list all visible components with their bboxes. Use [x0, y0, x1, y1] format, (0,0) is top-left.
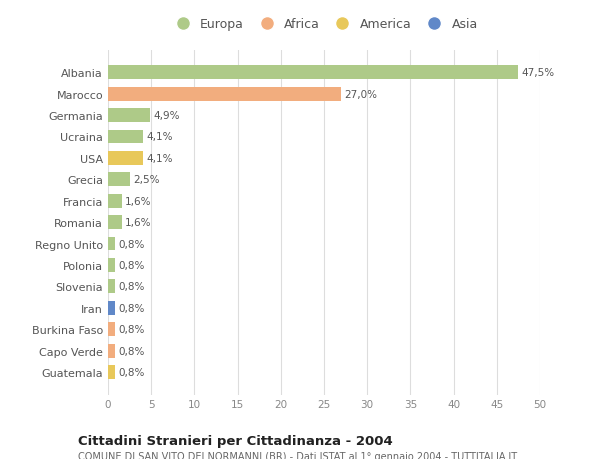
Bar — [108, 130, 143, 144]
Text: 0,8%: 0,8% — [118, 260, 145, 270]
Text: 4,1%: 4,1% — [147, 132, 173, 142]
Legend: Europa, Africa, America, Asia: Europa, Africa, America, Asia — [167, 16, 481, 34]
Text: 2,5%: 2,5% — [133, 175, 160, 185]
Text: 27,0%: 27,0% — [345, 90, 378, 100]
Text: 47,5%: 47,5% — [522, 68, 555, 78]
Bar — [108, 194, 122, 208]
Text: 0,8%: 0,8% — [118, 282, 145, 291]
Text: 0,8%: 0,8% — [118, 303, 145, 313]
Text: 0,8%: 0,8% — [118, 239, 145, 249]
Bar — [108, 216, 122, 230]
Text: Cittadini Stranieri per Cittadinanza - 2004: Cittadini Stranieri per Cittadinanza - 2… — [78, 434, 393, 447]
Text: 0,8%: 0,8% — [118, 325, 145, 335]
Text: 0,8%: 0,8% — [118, 346, 145, 356]
Bar — [108, 109, 151, 123]
Bar — [108, 258, 115, 272]
Text: 1,6%: 1,6% — [125, 196, 152, 206]
Bar — [108, 88, 341, 101]
Bar — [108, 280, 115, 294]
Bar — [108, 344, 115, 358]
Bar — [108, 66, 518, 80]
Bar — [108, 365, 115, 379]
Bar — [108, 301, 115, 315]
Bar — [108, 237, 115, 251]
Bar — [108, 323, 115, 336]
Text: 0,8%: 0,8% — [118, 367, 145, 377]
Text: 4,1%: 4,1% — [147, 154, 173, 163]
Bar — [108, 173, 130, 187]
Text: 4,9%: 4,9% — [154, 111, 180, 121]
Text: COMUNE DI SAN VITO DEI NORMANNI (BR) - Dati ISTAT al 1° gennaio 2004 - TUTTITALI: COMUNE DI SAN VITO DEI NORMANNI (BR) - D… — [78, 451, 517, 459]
Bar — [108, 151, 143, 166]
Text: 1,6%: 1,6% — [125, 218, 152, 228]
